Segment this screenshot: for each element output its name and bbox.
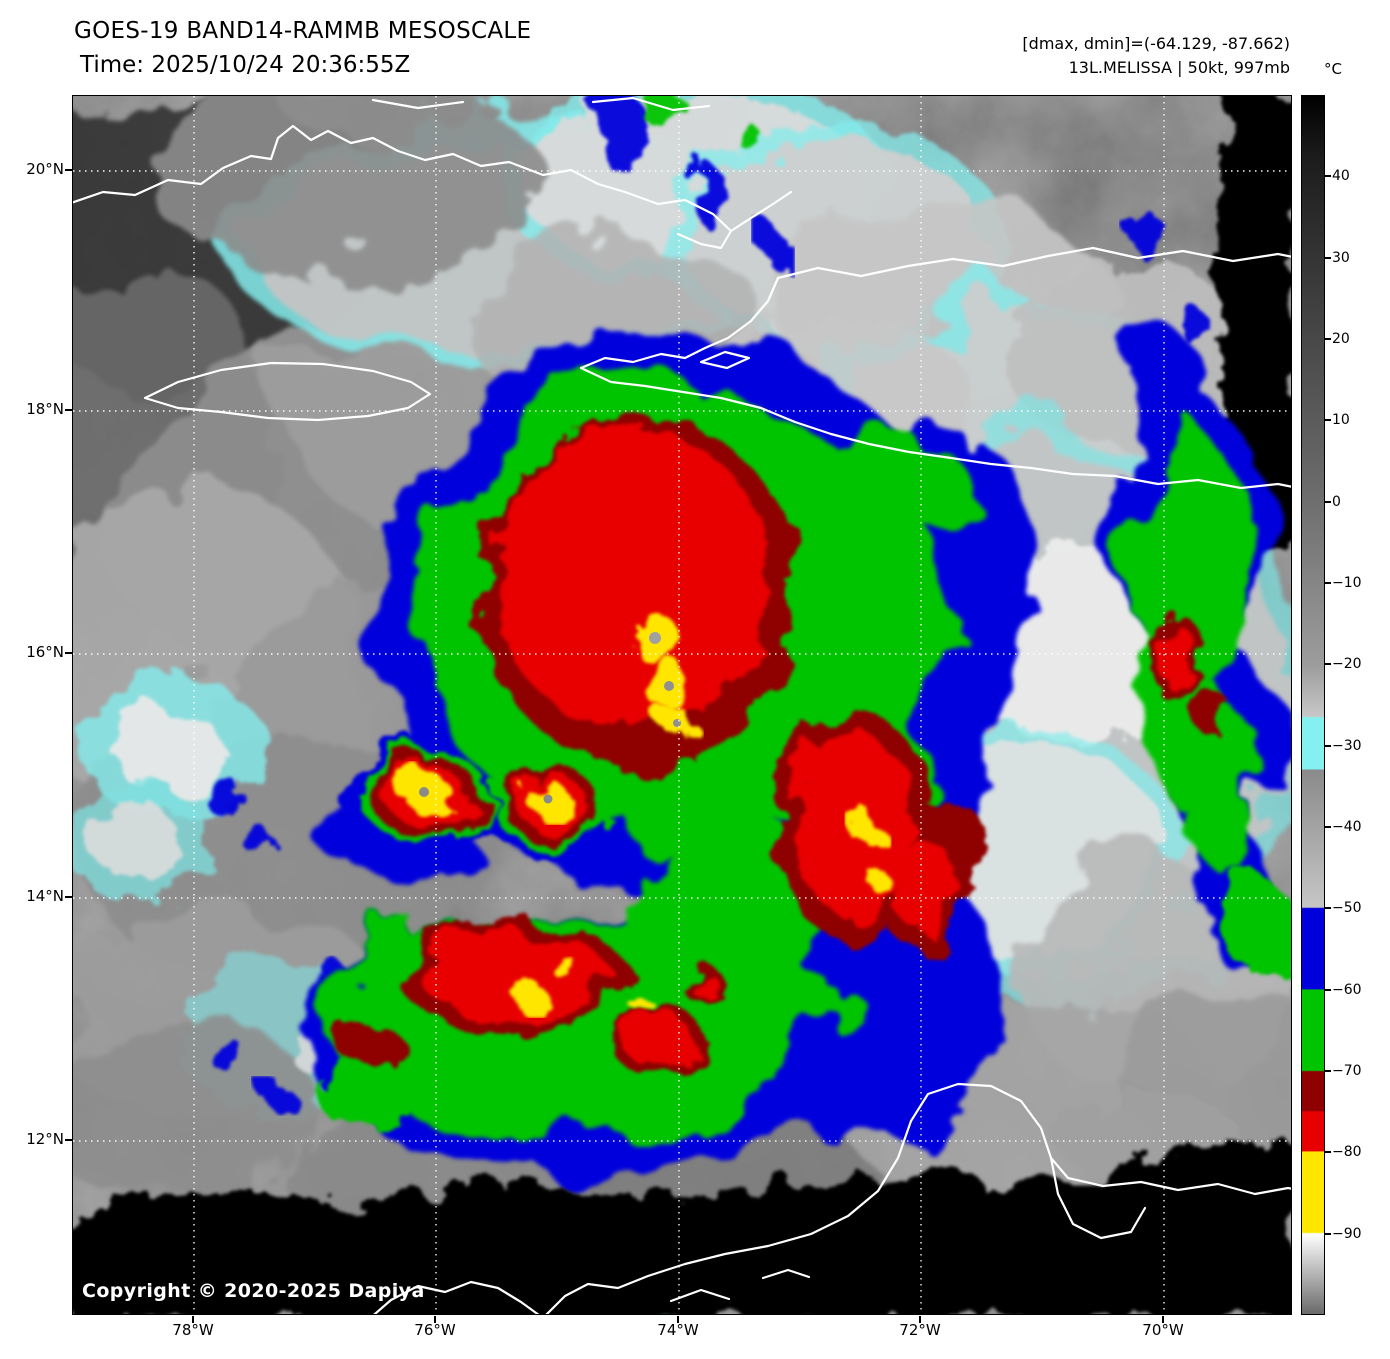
lat-label: 16°N — [26, 643, 64, 661]
colorbar-tick-mark — [1325, 500, 1331, 503]
colorbar-tick-mark — [1325, 338, 1331, 340]
cold-cell-specks — [201, 96, 1206, 1107]
colorbar-tick-mark — [1325, 988, 1331, 991]
colorbar-tick-label: 10 — [1332, 412, 1350, 429]
colorbar-tick-label: −70 — [1332, 1063, 1362, 1079]
no-data-bottom-band — [73, 1143, 1291, 1314]
convection-red-layer — [382, 426, 1195, 1065]
lat-label: 18°N — [26, 400, 64, 418]
lon-label: 74°W — [657, 1321, 699, 1339]
colorbar-tick-label: −50 — [1332, 900, 1362, 917]
colorbar-tick-label: −80 — [1332, 1144, 1362, 1161]
axis-tick — [192, 1316, 194, 1323]
colorbar-tick-label: −20 — [1332, 656, 1362, 673]
lat-label: 12°N — [26, 1130, 64, 1148]
axis-tick — [65, 409, 72, 411]
colorbar-tick-label: −30 — [1332, 737, 1362, 754]
satellite-image-canvas — [73, 96, 1291, 1314]
colorbar-tick-mark — [1325, 826, 1331, 828]
axis-tick — [65, 652, 72, 654]
lon-label: 78°W — [172, 1321, 214, 1339]
colorbar-tick-mark — [1325, 256, 1331, 259]
colorbar — [1301, 95, 1325, 1315]
colorbar-tick-mark — [1325, 419, 1331, 422]
axis-tick — [1162, 1316, 1164, 1323]
colorbar-tick-label: −10 — [1332, 575, 1362, 591]
colorbar-tick-label: 0 — [1332, 493, 1341, 510]
colorbar-tick-mark — [1325, 1151, 1331, 1154]
colorbar-tick-mark — [1325, 663, 1331, 666]
copyright-label: Copyright © 2020-2025 Dapiya — [82, 1280, 425, 1302]
colorbar-tick-mark — [1325, 907, 1331, 910]
colorbar-tick-label: −40 — [1332, 819, 1362, 835]
temp-range-readout: [dmax, dmin]=(-64.129, -87.662) — [1022, 34, 1290, 53]
lon-label: 70°W — [1142, 1321, 1184, 1339]
colorbar-tick-mark — [1325, 1070, 1331, 1072]
axis-tick — [434, 1316, 436, 1323]
colorbar-tick-mark — [1325, 744, 1331, 747]
axis-tick — [677, 1316, 679, 1323]
colorbar-tick-label: 40 — [1332, 168, 1350, 185]
lat-label: 20°N — [26, 160, 64, 178]
lon-label: 72°W — [899, 1321, 941, 1339]
axis-tick — [65, 169, 72, 171]
storm-info: 13L.MELISSA | 50kt, 997mb — [1068, 58, 1290, 77]
lon-label: 76°W — [414, 1321, 456, 1339]
axis-tick — [919, 1316, 921, 1323]
colorbar-tick-label: −90 — [1332, 1225, 1362, 1242]
axis-tick — [65, 1139, 72, 1141]
lat-label: 14°N — [26, 887, 64, 905]
colorbar-tick-label: −60 — [1332, 981, 1362, 998]
coastlines — [73, 96, 1291, 1314]
timestamp: Time: 2025/10/24 20:36:55Z — [80, 52, 411, 78]
colorbar-tick-label: 30 — [1332, 249, 1350, 266]
satellite-map: Copyright © 2020-2025 Dapiya — [72, 95, 1292, 1315]
app-title: GOES-19 BAND14-RAMMB MESOSCALE — [74, 18, 532, 44]
colorbar-tick-label: 20 — [1332, 331, 1350, 347]
colorbar-unit: °C — [1324, 60, 1342, 78]
warm-spot-dots — [419, 632, 681, 804]
axis-tick — [65, 896, 72, 898]
colorbar-tick-mark — [1325, 582, 1331, 584]
colorbar-tick-mark — [1325, 1232, 1331, 1235]
colorbar-tick-mark — [1325, 175, 1331, 178]
